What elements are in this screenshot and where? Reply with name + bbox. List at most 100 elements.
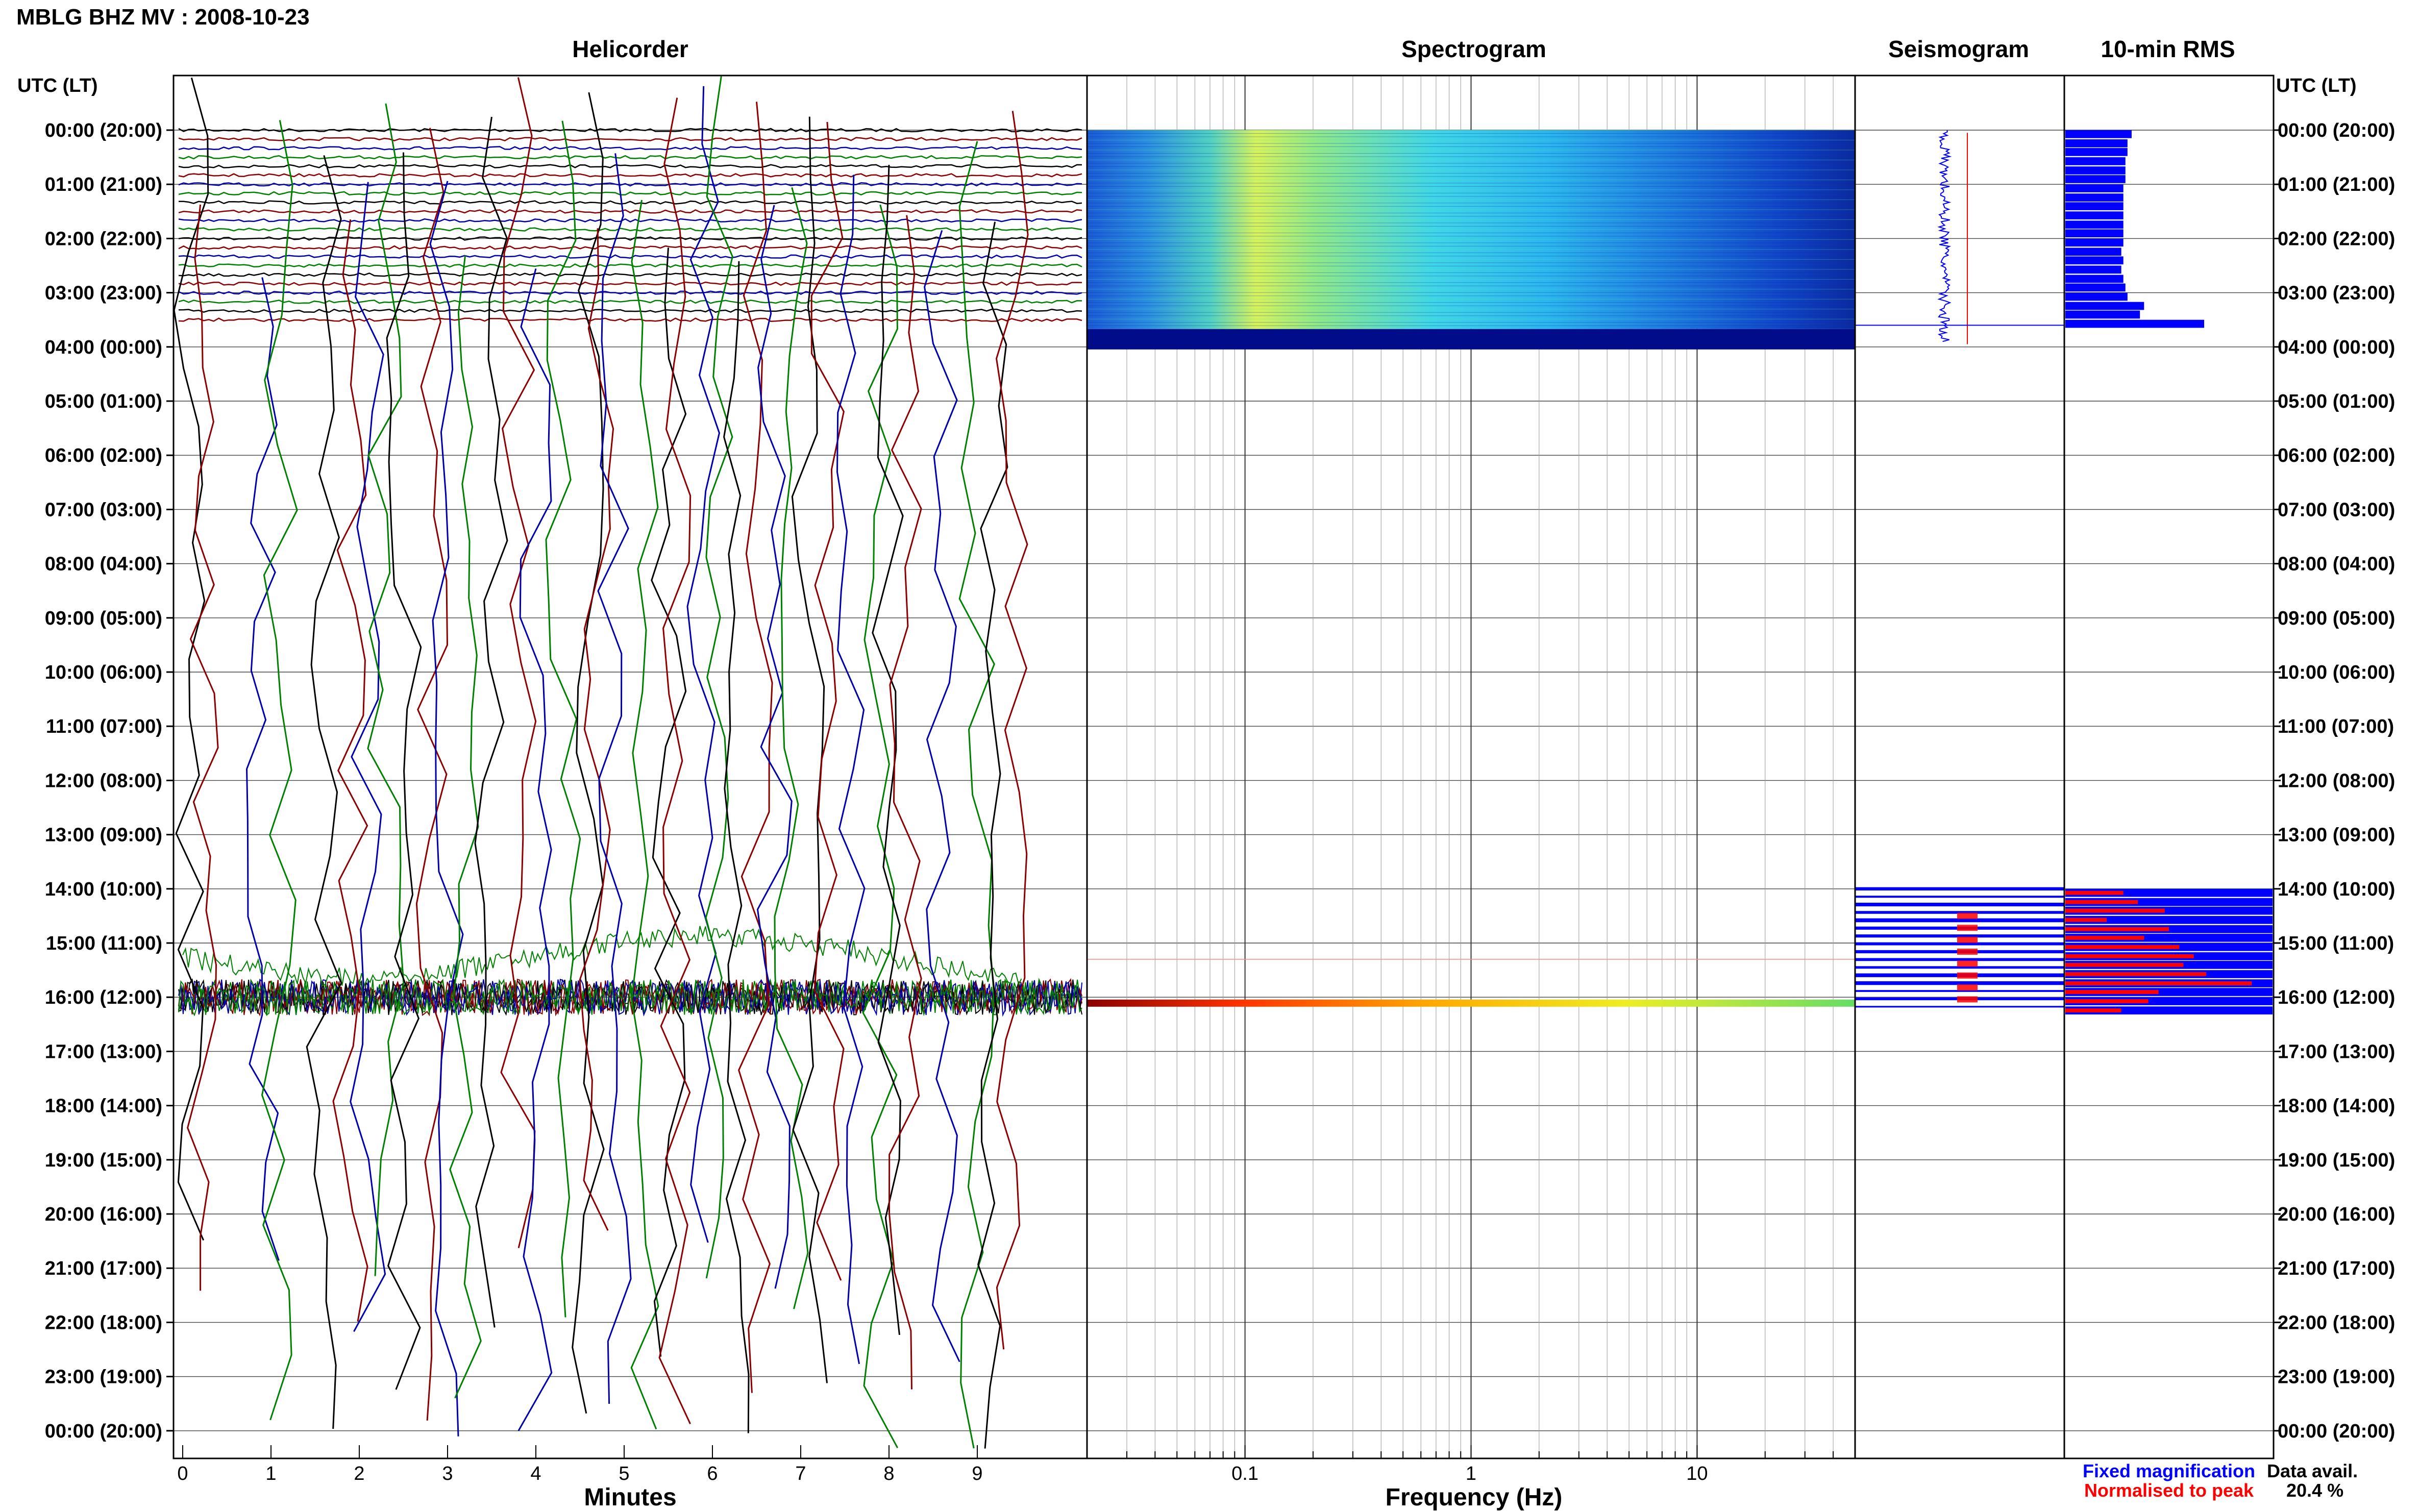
helicorder-spike xyxy=(756,205,793,1289)
ytick-label-left: 17:00 (13:00) xyxy=(45,1041,162,1062)
rms-normalised-bar xyxy=(2065,999,2149,1003)
right-axis-header: UTC (LT) xyxy=(2276,75,2357,96)
legend-normalised: Normalised to peak xyxy=(2084,1480,2254,1501)
rms-fixed-bar xyxy=(2065,283,2126,292)
helicorder-spike xyxy=(977,221,1008,1449)
helicorder-trace xyxy=(179,200,1082,205)
helicorder-spike xyxy=(723,261,750,1433)
rms-fixed-bar xyxy=(2065,148,2128,156)
rms-fixed-bar xyxy=(2065,292,2128,301)
ytick-label-right: 04:00 (00:00) xyxy=(2278,337,2395,358)
helicorder-spike xyxy=(579,228,614,1231)
helicorder-spike xyxy=(924,230,960,1362)
rms-fixed-bar xyxy=(2065,319,2205,328)
helicorder-spike xyxy=(958,141,995,1449)
helicorder-trace xyxy=(178,209,1082,214)
helicorder-trace xyxy=(178,254,1082,259)
rms-fixed-bar xyxy=(2065,211,2124,219)
helicorder-trace xyxy=(178,227,1082,232)
ytick-label-right: 21:00 (17:00) xyxy=(2278,1258,2395,1279)
helicorder-spike xyxy=(415,128,449,1421)
ytick-label-left: 11:00 (07:00) xyxy=(46,716,162,737)
rms-fixed-bar xyxy=(2065,229,2124,238)
minute-tick-label: 9 xyxy=(972,1463,982,1484)
helicorder-spike xyxy=(545,120,581,1318)
helicorder-spike xyxy=(686,86,721,1243)
ytick-label-left: 15:00 (11:00) xyxy=(46,933,162,954)
helicorder-spike xyxy=(872,164,904,1335)
minute-tick-label: 6 xyxy=(707,1463,718,1484)
helicorder-trace xyxy=(178,263,1082,268)
freq-tick-label: 1 xyxy=(1466,1463,1476,1484)
helicorder-spike xyxy=(449,255,482,1399)
helicorder-spike xyxy=(174,77,209,1241)
helicorder-spike xyxy=(517,268,553,1431)
rms-normalised-bar xyxy=(2065,908,2165,913)
rms-normalised-bar xyxy=(2065,927,2169,931)
panel-frame xyxy=(2063,75,2275,1459)
helicorder-trace xyxy=(178,137,1082,142)
minute-tick-label: 1 xyxy=(265,1463,276,1484)
helicorder-event-trace xyxy=(178,978,1082,1017)
minute-tick-label: 0 xyxy=(177,1463,188,1484)
minute-tick-label: 8 xyxy=(883,1463,894,1484)
rms-fixed-bar xyxy=(2065,175,2126,183)
rms-normalised-bar xyxy=(2065,945,2180,949)
rms-fixed-bar xyxy=(2065,238,2124,247)
spectrogram-heat-block xyxy=(1087,130,1855,329)
helicorder-event-trace xyxy=(178,978,1082,1015)
seismogram-quiet-trace xyxy=(1937,130,1952,342)
helicorder-trace xyxy=(178,236,1082,241)
ytick-label-right: 18:00 (14:00) xyxy=(2278,1096,2395,1117)
rms-title: 10-min RMS xyxy=(2101,36,2235,62)
ytick-label-right: 10:00 (06:00) xyxy=(2278,662,2395,683)
ytick-label-left: 19:00 (15:00) xyxy=(45,1150,162,1171)
spectrogram-xlabel: Frequency (Hz) xyxy=(1386,1484,1563,1511)
helicorder-spike xyxy=(836,175,866,1365)
ytick-label-right: 20:00 (16:00) xyxy=(2278,1204,2395,1225)
seismogram-normalised-blob xyxy=(1957,912,1978,919)
rms-fixed-bar xyxy=(2065,275,2124,283)
ytick-label-left: 20:00 (16:00) xyxy=(45,1204,162,1225)
ytick-label-left: 14:00 (10:00) xyxy=(45,879,162,900)
seismogram-title: Seismogram xyxy=(1888,36,2029,62)
freq-tick-label: 0.1 xyxy=(1231,1463,1258,1484)
rms-normalised-bar xyxy=(2065,954,2194,958)
ytick-label-right: 22:00 (18:00) xyxy=(2278,1312,2395,1333)
panel-frame xyxy=(1854,75,2065,1459)
helicorder-trace xyxy=(178,173,1082,178)
seismogram-normalised-blob xyxy=(1957,996,1978,1003)
rms-normalised-bar xyxy=(2065,972,2207,976)
seismogram-normalised-blob xyxy=(1957,936,1978,943)
ytick-label-right: 02:00 (22:00) xyxy=(2278,228,2395,250)
helicorder-trace xyxy=(178,245,1082,250)
rms-fixed-bar xyxy=(2065,166,2126,175)
helicorder-spike xyxy=(774,187,809,1309)
rms-fixed-bar xyxy=(2065,139,2128,147)
ytick-label-left: 07:00 (03:00) xyxy=(45,499,162,520)
ytick-label-left: 12:00 (08:00) xyxy=(45,770,162,791)
ytick-label-right: 08:00 (04:00) xyxy=(2278,554,2395,575)
rms-fixed-bar xyxy=(2065,193,2124,202)
helicorder-trace xyxy=(178,182,1082,187)
helicorder-spike xyxy=(367,103,405,1276)
ytick-label-right: 03:00 (23:00) xyxy=(2278,283,2395,304)
ytick-label-left: 08:00 (04:00) xyxy=(45,554,162,575)
ytick-label-left: 21:00 (17:00) xyxy=(45,1258,162,1279)
ytick-label-right: 23:00 (19:00) xyxy=(2278,1367,2395,1388)
helicorder-trace xyxy=(178,300,1082,304)
helicorder-trace xyxy=(178,290,1082,295)
helicorder-trace xyxy=(178,272,1082,277)
helicorder-trace xyxy=(178,218,1082,223)
helicorder-trace xyxy=(178,164,1082,168)
helicorder-drift-trace xyxy=(182,926,1022,987)
rms-normalised-bar xyxy=(2065,962,2184,967)
seismogram-normalised-blob xyxy=(1957,984,1978,991)
rms-fixed-bar xyxy=(2065,202,2124,210)
ytick-label-right: 12:00 (08:00) xyxy=(2278,770,2395,791)
helicorder-trace xyxy=(178,281,1082,286)
helicorder-spike xyxy=(306,155,342,1429)
helicorder-spike xyxy=(810,121,845,1281)
spectrogram-title: Spectrogram xyxy=(1401,36,1546,62)
helicorder-xlabel: Minutes xyxy=(584,1484,676,1511)
